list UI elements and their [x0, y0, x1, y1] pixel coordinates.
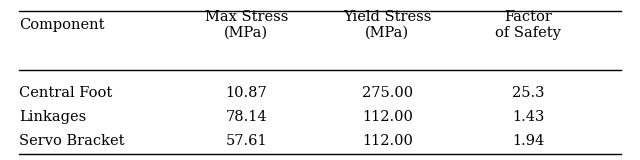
Text: 275.00: 275.00 [362, 86, 413, 100]
Text: Linkages: Linkages [19, 110, 86, 124]
Text: 112.00: 112.00 [362, 134, 413, 148]
Text: 112.00: 112.00 [362, 110, 413, 124]
Text: Servo Bracket: Servo Bracket [19, 134, 125, 148]
Text: 78.14: 78.14 [225, 110, 268, 124]
Text: Component: Component [19, 18, 105, 32]
Text: 10.87: 10.87 [225, 86, 268, 100]
Text: 25.3: 25.3 [512, 86, 544, 100]
Text: Central Foot: Central Foot [19, 86, 113, 100]
Text: Yield Stress
(MPa): Yield Stress (MPa) [343, 10, 431, 40]
Text: 1.43: 1.43 [512, 110, 544, 124]
Text: 1.94: 1.94 [512, 134, 544, 148]
Text: Max Stress
(MPa): Max Stress (MPa) [205, 10, 288, 40]
Text: Factor
of Safety: Factor of Safety [495, 10, 561, 40]
Text: 57.61: 57.61 [225, 134, 268, 148]
